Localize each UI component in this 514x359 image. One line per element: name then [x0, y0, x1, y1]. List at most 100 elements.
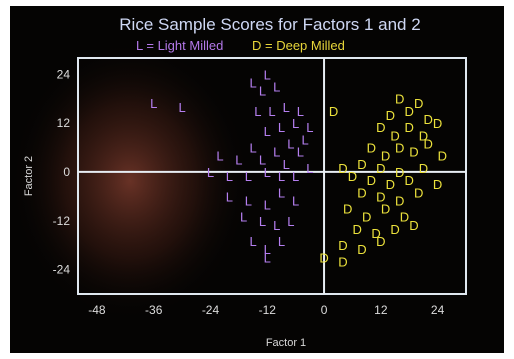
deep-milled-point: D [395, 92, 404, 107]
light-milled-point: L [292, 193, 299, 208]
light-milled-point: L [273, 79, 280, 94]
deep-milled-point: D [395, 193, 404, 208]
plot-border [77, 57, 467, 295]
light-milled-point: L [306, 120, 313, 135]
light-milled-point: L [283, 157, 290, 172]
light-milled-point: L [306, 161, 313, 176]
deep-milled-point: D [376, 120, 385, 135]
x-axis-label: Factor 1 [266, 337, 306, 349]
light-milled-point: L [273, 218, 280, 233]
chart-title: Rice Sample Scores for Factors 1 and 2 [119, 15, 420, 34]
chart-frame: Rice Sample Scores for Factors 1 and 2 L… [10, 6, 504, 353]
light-milled-point: L [297, 104, 304, 119]
deep-milled-point: D [357, 185, 366, 200]
deep-milled-point: D [405, 120, 414, 135]
light-milled-point: L [287, 214, 294, 229]
x-tick-label: -12 [259, 303, 277, 317]
deep-milled-point: D [376, 189, 385, 204]
deep-milled-point: D [319, 250, 328, 265]
light-milled-point: L [207, 165, 214, 180]
deep-milled-point: D [367, 141, 376, 156]
y-tick-label: 24 [57, 67, 71, 81]
deep-milled-point: D [409, 218, 418, 233]
scatter-chart: Rice Sample Scores for Factors 1 and 2 L… [10, 15, 467, 349]
deep-milled-point: D [409, 145, 418, 160]
light-milled-point: L [249, 75, 256, 90]
deep-milled-point: D [414, 96, 423, 111]
light-milled-point: L [150, 96, 157, 111]
light-milled-point: L [240, 210, 247, 225]
deep-milled-point: D [357, 242, 366, 257]
light-milled-point: L [245, 193, 252, 208]
deep-milled-point: D [357, 157, 366, 172]
light-milled-point: L [302, 132, 309, 147]
legend-deep-milled: D = Deep Milled [252, 38, 345, 53]
deep-milled-point: D [362, 210, 371, 225]
deep-milled-point: D [423, 112, 432, 127]
light-milled-point: L [278, 169, 285, 184]
light-milled-point: L [216, 149, 223, 164]
light-milled-point: L [283, 100, 290, 115]
deep-milled-point: D [376, 161, 385, 176]
y-axis-label: Factor 2 [23, 156, 35, 196]
deep-milled-point: D [376, 234, 385, 249]
deep-milled-point: D [433, 177, 442, 192]
deep-milled-point: D [419, 161, 428, 176]
light-milled-point: L [278, 185, 285, 200]
deep-milled-point: D [390, 222, 399, 237]
deep-milled-point: D [405, 173, 414, 188]
light-milled-point: L [264, 197, 271, 212]
x-tick-label: -24 [202, 303, 220, 317]
light-milled-point: L [249, 141, 256, 156]
light-milled-point: L [264, 242, 271, 257]
deep-milled-point: D [405, 104, 414, 119]
light-milled-point: L [292, 116, 299, 131]
light-milled-point: L [178, 100, 185, 115]
light-milled-point: L [226, 189, 233, 204]
y-axis-ticks: 24 12 0 -12 -24 [53, 67, 71, 276]
light-milled-point: L [259, 84, 266, 99]
y-tick-label: 12 [57, 116, 71, 130]
deep-milled-point: D [371, 226, 380, 241]
deep-milled-point: D [338, 254, 347, 269]
y-tick-label: 0 [63, 165, 70, 179]
legend-light-milled: L = Light Milled [136, 38, 223, 53]
light-milled-point: L [273, 145, 280, 160]
light-milled-point: L [245, 169, 252, 184]
deep-milled-point: D [329, 104, 338, 119]
deep-milled-point: D [423, 136, 432, 151]
x-tick-label: 0 [321, 303, 328, 317]
light-milled-point: L [278, 234, 285, 249]
light-milled-point: L [264, 250, 271, 265]
light-milled-point: L [264, 67, 271, 82]
light-milled-point: L [292, 169, 299, 184]
light-milled-point: L [259, 214, 266, 229]
deep-milled-point: D [381, 202, 390, 217]
deep-milled-point: D [343, 202, 352, 217]
light-milled-point: L [254, 104, 261, 119]
deep-milled-point: D [419, 128, 428, 143]
deep-milled-point: D [400, 210, 409, 225]
background-glow [10, 41, 250, 321]
light-milled-point: L [264, 124, 271, 139]
light-milled-point: L [297, 145, 304, 160]
deep-milled-point: D [395, 141, 404, 156]
y-tick-label: -12 [53, 214, 71, 228]
light-milled-point: L [249, 234, 256, 249]
deep-milled-point: D [433, 116, 442, 131]
light-milled-point: L [268, 104, 275, 119]
deep-milled-point: D [367, 173, 376, 188]
x-tick-label: -48 [88, 303, 106, 317]
deep-milled-point: D [338, 161, 347, 176]
deep-milled-point: D [414, 185, 423, 200]
light-milled-point: L [226, 169, 233, 184]
deep-milled-point: D [386, 108, 395, 123]
light-milled-point: L [278, 120, 285, 135]
deep-milled-point: D [348, 169, 357, 184]
deep-milled-point: D [390, 128, 399, 143]
light-milled-point: L [235, 153, 242, 168]
x-axis-ticks: -48 -36 -24 -12 0 12 24 [88, 303, 444, 317]
deep-milled-point: D [386, 177, 395, 192]
x-tick-label: 12 [374, 303, 388, 317]
